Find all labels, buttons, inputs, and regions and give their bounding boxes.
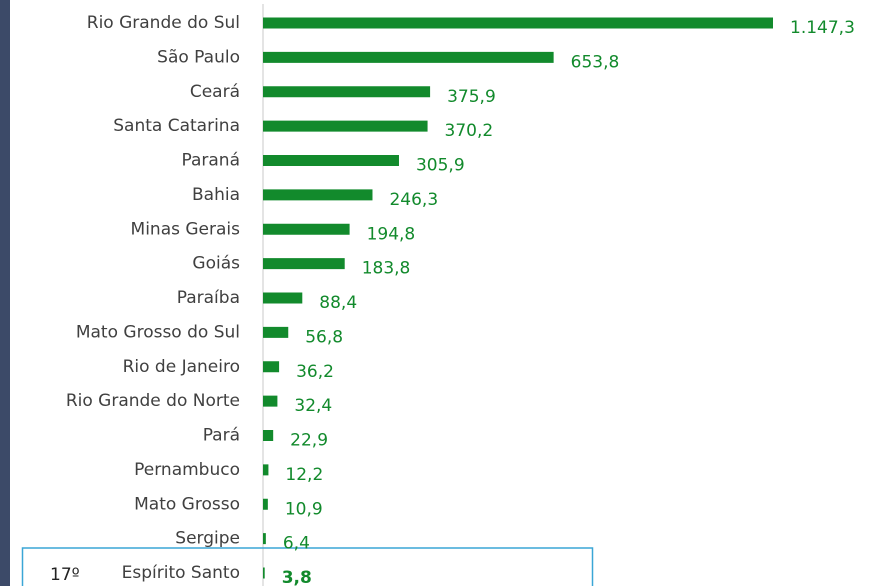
value-label: 183,8 xyxy=(362,259,411,279)
value-label: 32,4 xyxy=(294,396,332,416)
value-label: 305,9 xyxy=(416,156,465,176)
value-label: 22,9 xyxy=(290,431,328,451)
bar xyxy=(263,258,345,270)
value-label: 88,4 xyxy=(319,293,357,313)
category-label: Ceará xyxy=(190,82,240,102)
bar xyxy=(263,189,373,201)
bar xyxy=(263,17,773,29)
value-label: 1.147,3 xyxy=(790,18,855,38)
bar xyxy=(263,86,431,98)
category-label: São Paulo xyxy=(157,47,240,67)
bar xyxy=(263,326,289,338)
bar xyxy=(263,395,278,407)
category-label: Pará xyxy=(203,426,240,446)
category-label: Mato Grosso xyxy=(134,494,240,514)
bar xyxy=(263,292,303,304)
value-label: 194,8 xyxy=(367,224,416,244)
bar xyxy=(263,430,274,441)
bar xyxy=(263,464,269,476)
bar xyxy=(263,155,399,166)
bar xyxy=(263,361,280,373)
category-label: Minas Gerais xyxy=(131,219,241,239)
value-label: 370,2 xyxy=(445,121,494,141)
category-label: Paraná xyxy=(181,151,240,171)
category-label: Espírito Santo xyxy=(122,563,240,583)
value-label: 56,8 xyxy=(305,327,343,347)
category-label: Pernambuco xyxy=(134,460,240,480)
value-label: 3,8 xyxy=(282,568,312,586)
highlight-box xyxy=(21,547,594,586)
category-label: Rio Grande do Sul xyxy=(87,13,240,33)
value-label: 6,4 xyxy=(283,534,310,554)
bar xyxy=(263,533,266,545)
category-label: Sergipe xyxy=(175,529,240,549)
category-label: Rio de Janeiro xyxy=(123,357,240,377)
value-label: 246,3 xyxy=(389,190,438,210)
value-label: 653,8 xyxy=(571,52,620,72)
rank-label: 17º xyxy=(50,565,80,585)
value-label: 12,2 xyxy=(285,465,323,485)
category-label: Paraíba xyxy=(177,288,240,308)
bar xyxy=(263,567,265,579)
category-label: Rio Grande do Norte xyxy=(66,391,240,411)
value-label: 375,9 xyxy=(447,87,496,107)
category-label: Santa Catarina xyxy=(113,116,240,136)
value-label: 10,9 xyxy=(285,499,323,519)
bar xyxy=(263,120,428,132)
bar xyxy=(263,498,268,510)
category-label: Bahia xyxy=(192,185,240,205)
category-label: Mato Grosso do Sul xyxy=(76,322,240,342)
side-strip xyxy=(0,0,10,586)
value-label: 36,2 xyxy=(296,362,334,382)
category-label: Goiás xyxy=(192,254,240,274)
bar xyxy=(263,51,554,63)
bar xyxy=(263,223,350,235)
